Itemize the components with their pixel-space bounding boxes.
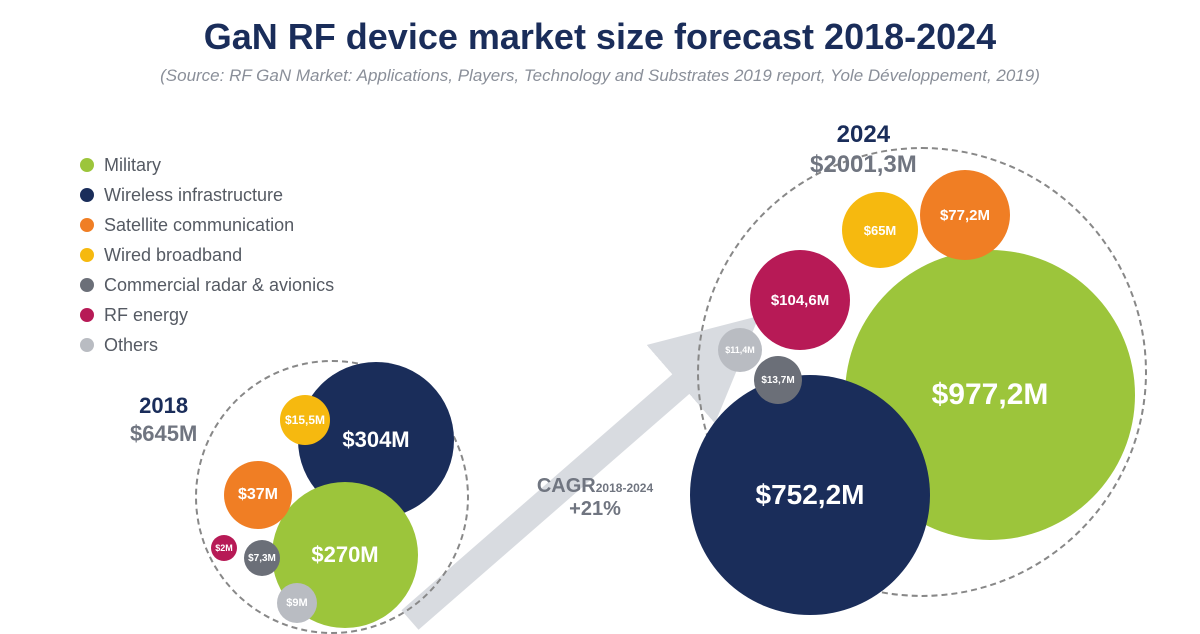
cluster-total: $2001,3M [810, 150, 917, 180]
page-subtitle: (Source: RF GaN Market: Applications, Pl… [0, 66, 1200, 86]
legend-swatch [80, 218, 94, 232]
bubble-2024-radar: $13,7M [754, 356, 802, 404]
cluster-label-2024: 2024$2001,3M [810, 120, 917, 180]
page-title: GaN RF device market size forecast 2018-… [0, 16, 1200, 58]
legend-label: Wireless infrastructure [104, 185, 283, 206]
legend-item: RF energy [80, 300, 334, 330]
legend-label: Wired broadband [104, 245, 242, 266]
bubble-2018-wired: $15,5M [280, 395, 330, 445]
legend-label: Others [104, 335, 158, 356]
legend-item: Satellite communication [80, 210, 334, 240]
bubble-2024-satellite: $77,2M [920, 170, 1010, 260]
legend-label: Military [104, 155, 161, 176]
legend-label: Commercial radar & avionics [104, 275, 334, 296]
cagr-text: CAGR [537, 475, 596, 497]
legend-swatch [80, 248, 94, 262]
legend-item: Commercial radar & avionics [80, 270, 334, 300]
legend-swatch [80, 308, 94, 322]
legend-swatch [80, 338, 94, 352]
legend-swatch [80, 158, 94, 172]
legend-item: Military [80, 150, 334, 180]
bubble-2024-rfenergy: $104,6M [750, 250, 850, 350]
legend-item: Wireless infrastructure [80, 180, 334, 210]
legend-item: Others [80, 330, 334, 360]
legend-label: Satellite communication [104, 215, 294, 236]
legend-swatch [80, 188, 94, 202]
cluster-label-2018: 2018$645M [130, 392, 197, 447]
cagr-period: 2018-2024 [596, 481, 653, 495]
legend-swatch [80, 278, 94, 292]
cluster-year: 2018 [130, 392, 197, 420]
legend: Military Wireless infrastructure Satellite… [80, 150, 334, 360]
bubble-2024-wired: $65M [842, 192, 918, 268]
bubble-2024-others: $11,4M [718, 328, 762, 372]
bubble-2024-wireless: $752,2M [690, 375, 930, 615]
bubble-2018-radar: $7,3M [244, 540, 280, 576]
cluster-year: 2024 [810, 120, 917, 150]
cagr-label: CAGR2018-2024 +21% [510, 475, 680, 521]
cluster-total: $645M [130, 420, 197, 448]
bubble-2018-others: $9M [277, 583, 317, 623]
cagr-value: +21% [569, 498, 621, 520]
bubble-2018-satellite: $37M [224, 461, 292, 529]
legend-item: Wired broadband [80, 240, 334, 270]
bubble-2018-rfenergy: $2M [211, 535, 237, 561]
legend-label: RF energy [104, 305, 188, 326]
